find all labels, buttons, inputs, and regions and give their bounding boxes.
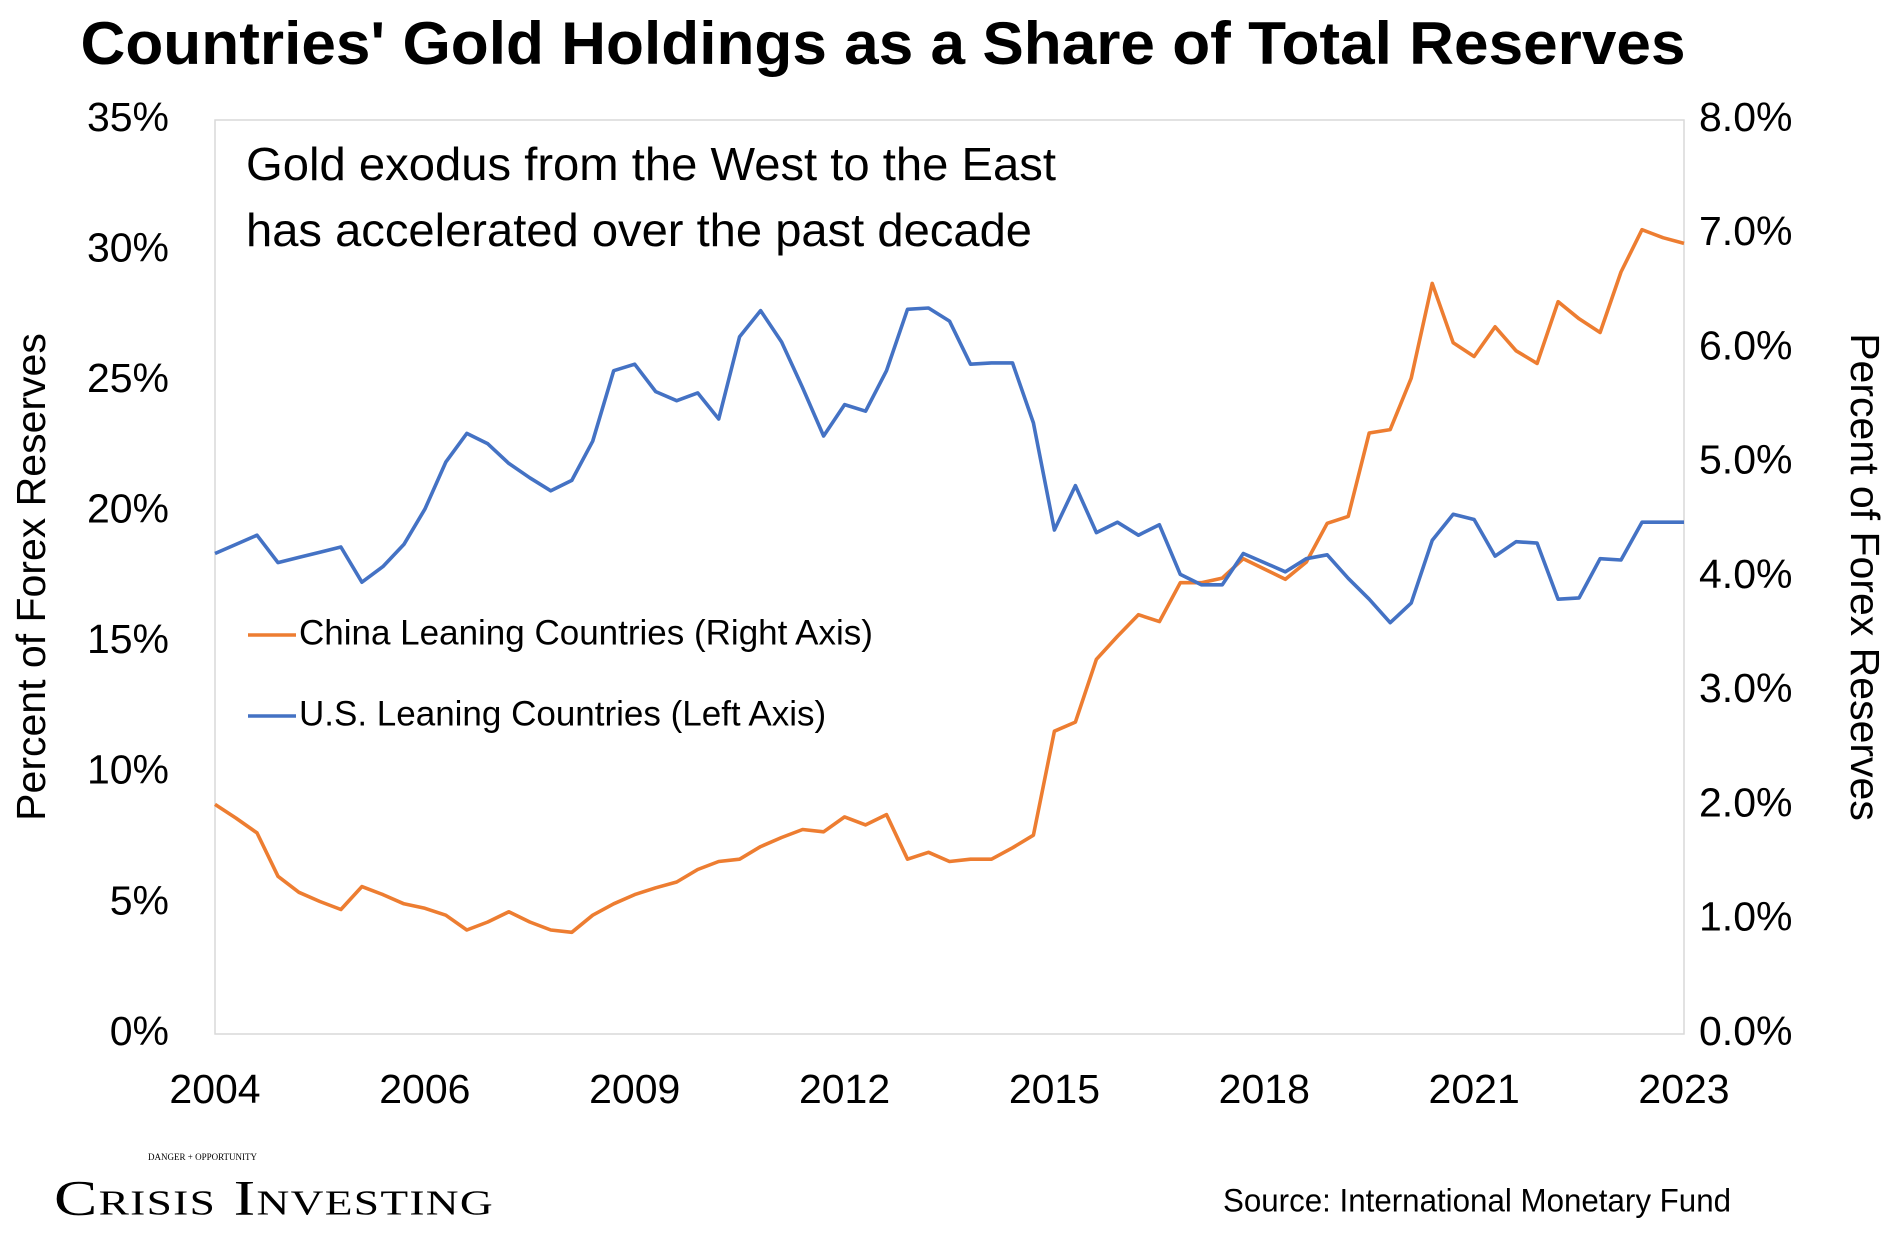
x-tick-label: 2021	[1429, 1066, 1520, 1112]
y2-axis-title: Percent of Forex Reserves	[1842, 333, 1888, 821]
y-tick-label: 30%	[87, 224, 169, 270]
x-tick-label: 2004	[169, 1066, 260, 1112]
annotation: has accelerated over the past decade	[246, 204, 1032, 256]
plot-frame	[214, 119, 1685, 1035]
legend-label: China Leaning Countries (Right Axis)	[299, 613, 873, 652]
x-tick-label: 2009	[589, 1066, 680, 1112]
y2-tick-label: 6.0%	[1699, 322, 1792, 368]
y2-tick-label: 5.0%	[1699, 437, 1792, 483]
y-axis-title: Percent of Forex Reserves	[8, 333, 54, 821]
chart-title: Countries' Gold Holdings as a Share of T…	[81, 10, 1686, 77]
x-tick-label: 2012	[799, 1066, 890, 1112]
brand: Crisis Investing	[54, 1169, 494, 1225]
series-line	[214, 227, 1685, 935]
x-tick-label: 2018	[1219, 1066, 1310, 1112]
brand-tagline: DANGER + OPPORTUNITY	[148, 1152, 258, 1162]
y-tick-label: 25%	[87, 355, 169, 401]
y2-tick-label: 3.0%	[1699, 665, 1792, 711]
y2-tick-label: 8.0%	[1699, 94, 1792, 140]
y2-tick-label: 7.0%	[1699, 208, 1792, 254]
y-tick-label: 15%	[87, 616, 169, 662]
x-tick-label: 2006	[379, 1066, 470, 1112]
series-line	[214, 306, 1684, 625]
y-tick-label: 0%	[110, 1008, 169, 1054]
y-tick-label: 10%	[87, 747, 169, 793]
source: Source: International Monetary Fund	[1223, 1182, 1731, 1218]
x-tick-label: 2015	[1009, 1066, 1100, 1112]
y2-tick-label: 1.0%	[1699, 894, 1792, 940]
annotation: Gold exodus from the West to the East	[246, 138, 1056, 190]
legend-label: U.S. Leaning Countries (Left Axis)	[299, 694, 826, 733]
y-tick-label: 20%	[87, 486, 169, 532]
y2-tick-label: 0.0%	[1699, 1008, 1792, 1054]
y2-tick-label: 4.0%	[1699, 551, 1792, 597]
y2-tick-label: 2.0%	[1699, 779, 1792, 825]
y-tick-label: 5%	[110, 877, 169, 923]
x-tick-label: 2023	[1638, 1066, 1729, 1112]
y-tick-label: 35%	[87, 94, 169, 140]
